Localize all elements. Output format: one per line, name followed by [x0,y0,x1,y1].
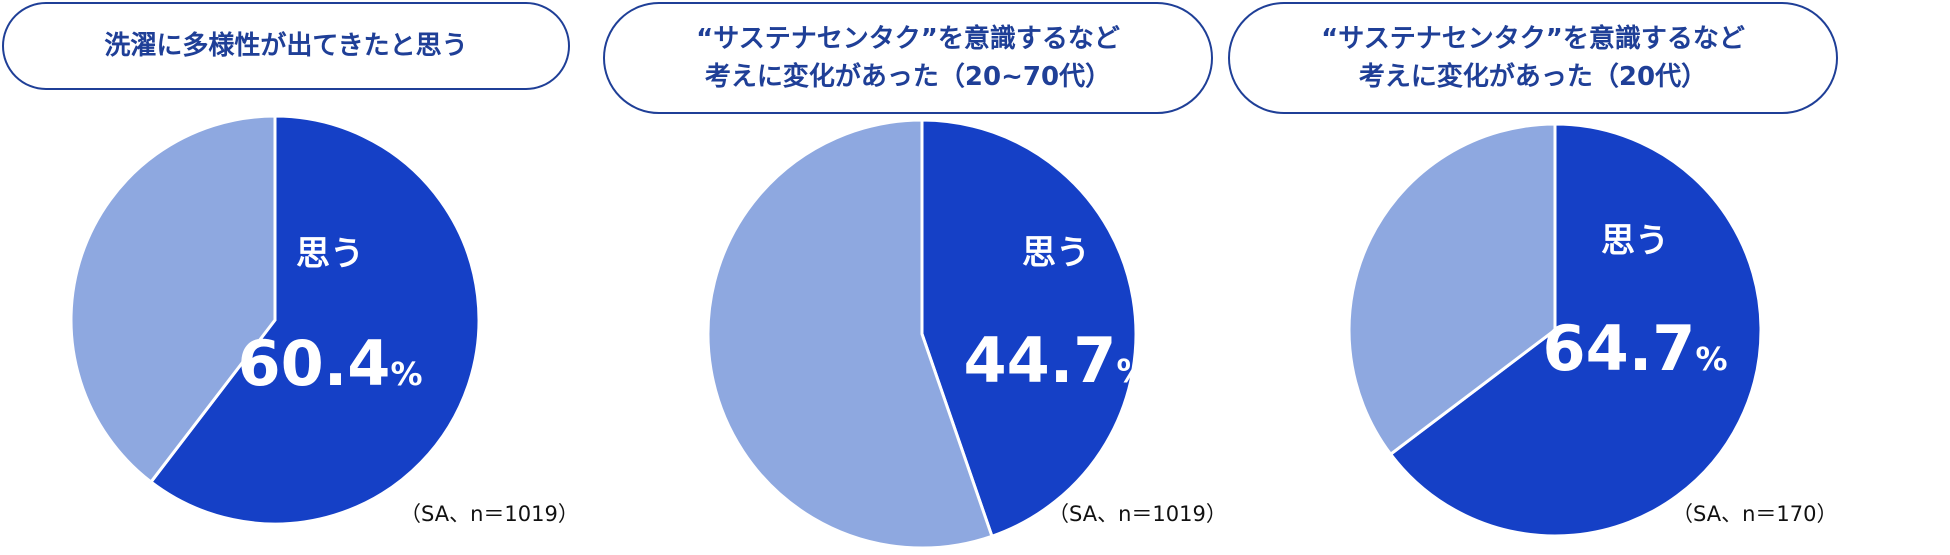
pie-1-slice-1 [148,114,481,526]
pie-3-slice-value: 64.7% [1542,312,1727,385]
chart-2-title-line-2: 考えに変化があった（20~70代） [704,62,1112,92]
pie-3-slice-1 [1388,122,1763,538]
pie-chart-1: 思う 60.4% [69,114,481,526]
chart-1-title-line-1: 洗濯に多様性が出てきたと思う [104,31,468,61]
chart-2-title: “サステナセンタク”を意識するなど 考えに変化があった（20~70代） [603,2,1213,114]
chart-1-title: 洗濯に多様性が出てきたと思う [2,2,570,90]
pie-2-value-unit: % [1116,352,1148,390]
pie-2-slice-1 [920,118,1138,539]
pie-1-slice-label: 思う [296,234,364,274]
chart-3-title-line-1: “サステナセンタク”を意識するなど [1321,24,1745,54]
chart-3-sample-note: （SA、n＝170） [1672,502,1838,526]
chart-1-sample-note: （SA、n＝1019） [400,502,579,526]
pie-2-slice-2 [706,118,994,550]
pie-chart-2: 思う 44.7% [706,118,1149,550]
pie-1-slice-value: 60.4% [237,327,422,400]
pie-2-slice-value: 44.7% [963,324,1148,397]
chart-2-title-line-1: “サステナセンタク”を意識するなど [696,24,1120,54]
pie-1-value-unit: % [390,355,422,393]
pie-3-slice-2 [1347,122,1557,457]
pie-3-value-number: 64.7 [1542,312,1695,385]
pie-1-value-number: 60.4 [237,327,390,400]
pie-chart-3: 思う 64.7% [1347,122,1763,538]
pie-1-slice-2 [69,114,277,485]
chart-3-title: “サステナセンタク”を意識するなど 考えに変化があった（20代） [1228,2,1838,114]
chart-panel-1: 洗濯に多様性が出てきたと思う 思う 60.4% （SA、n＝1019） [0,0,620,555]
pie-3-slice-label: 思う [1601,221,1669,261]
chart-2-sample-note: （SA、n＝1019） [1048,502,1227,526]
pie-2-value-number: 44.7 [963,324,1116,397]
chart-3-title-line-2: 考えに変化があった（20代） [1358,62,1708,92]
pie-2-slice-label: 思う [1022,233,1090,273]
pie-3-value-unit: % [1695,340,1727,378]
